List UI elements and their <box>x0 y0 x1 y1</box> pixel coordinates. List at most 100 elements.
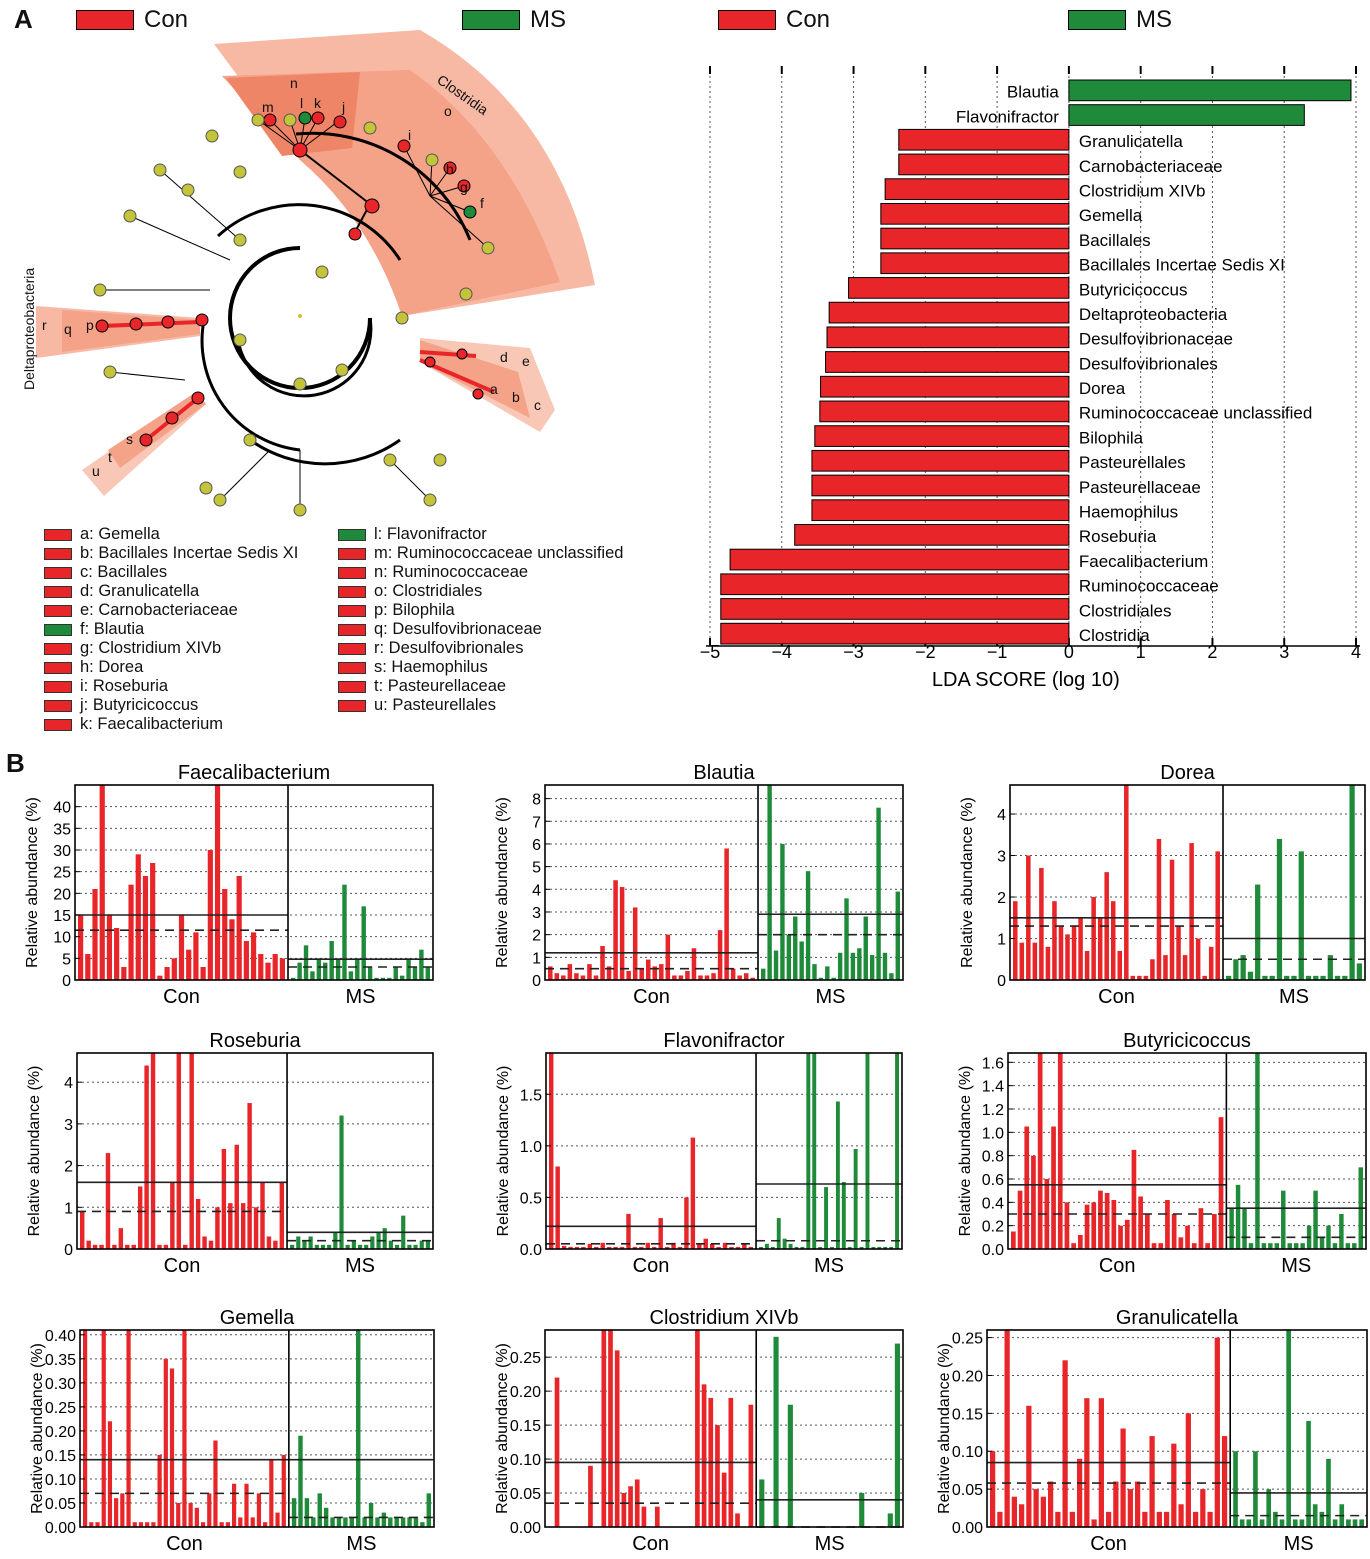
node-letter-e: e <box>522 353 530 369</box>
node-letter-a: a <box>490 381 498 397</box>
ms-bar <box>863 916 868 980</box>
lda-bar <box>794 524 1070 546</box>
y-tick-label: 1.6 <box>982 1055 1004 1072</box>
ms-bar <box>799 941 804 980</box>
ms-bar <box>380 977 386 980</box>
lda-bar <box>848 277 1070 299</box>
con-bar <box>1151 1243 1157 1249</box>
lda-bar-label: Faecalibacterium <box>1079 552 1208 571</box>
y-axis-label: Relative abundance (%) <box>29 1343 46 1514</box>
y-axis-label: Relative abundance (%) <box>936 1343 953 1514</box>
abundance-chart-flavonifractor: 0.0 0.5 1.0 1.5 Flavonifractor Con MS Relative … <box>495 1030 903 1277</box>
con-bar <box>1124 785 1129 980</box>
con-bar <box>78 915 84 980</box>
con-bar <box>263 1522 268 1527</box>
lda-bar <box>811 474 1070 497</box>
y-tick-label: 3 <box>997 849 1006 866</box>
con-bar <box>1017 1190 1023 1249</box>
y-tick-label: 4 <box>997 807 1006 824</box>
y-axis-label: Relative abundance (%) <box>24 797 41 968</box>
group-label-ms: MS <box>346 1533 376 1555</box>
lda-bar <box>898 153 1070 176</box>
con-bar <box>588 1465 593 1527</box>
ms-bar <box>1305 975 1312 980</box>
y-tick-label: 0.00 <box>510 1520 541 1537</box>
lda-bar-label: Pasteurellaceae <box>1079 478 1201 497</box>
con-bar <box>132 1522 137 1527</box>
y-tick-label: 3 <box>64 1117 73 1134</box>
ms-bar <box>348 971 354 980</box>
con-bar <box>118 1228 124 1249</box>
con-bar <box>247 1103 252 1249</box>
y-tick-label: 0.4 <box>982 1195 1004 1212</box>
ms-bar <box>786 934 792 980</box>
con-bar <box>1215 851 1220 980</box>
con-bar <box>729 1246 734 1249</box>
abundance-chart-blautia: 0 1 2 3 4 5 6 7 8 Blautia Con MS Relative abundance … <box>494 762 904 1008</box>
ms-bar <box>1247 971 1254 980</box>
cladogram-key-item: m: Ruminococcaceae unclassified <box>338 544 623 563</box>
y-tick-label: 0.20 <box>510 1384 541 1401</box>
y-tick-label: 0.10 <box>510 1452 541 1469</box>
lda-bar <box>825 351 1070 373</box>
cladogram-key-swatch <box>44 661 72 674</box>
plot-frame <box>1007 1052 1367 1250</box>
con-bar <box>279 958 286 980</box>
cladogram-key-label: s: Haemophilus <box>374 658 488 676</box>
plot-frame <box>545 1052 903 1250</box>
plot-frame <box>76 1052 434 1250</box>
y-tick-label: 20 <box>53 886 71 903</box>
cladogram-key-item: c: Bacillales <box>44 563 167 582</box>
lda-bar-label: Haemophilus <box>1079 503 1178 522</box>
ms-bar <box>865 1053 870 1249</box>
con-bar <box>990 1451 996 1527</box>
con-bar <box>105 1153 111 1249</box>
y-tick-label: 0.2 <box>982 1219 1004 1236</box>
ms-bar <box>841 1181 846 1249</box>
ms-bar <box>297 962 302 980</box>
con-bar <box>1205 1243 1210 1249</box>
ms-bar <box>425 967 430 980</box>
cladogram-key-swatch <box>44 566 72 579</box>
y-tick-label: 25 <box>53 865 71 882</box>
ms-bar <box>1346 1519 1351 1527</box>
ms-bar <box>1255 1053 1260 1249</box>
con-bar <box>685 970 690 980</box>
con-bar <box>183 1244 188 1249</box>
lda-bar <box>820 375 1070 398</box>
ms-bar <box>345 1244 350 1249</box>
ms-bar <box>1255 884 1261 980</box>
con-bar <box>1192 1511 1199 1527</box>
cladogram-key-label: p: Bilophila <box>374 601 455 619</box>
con-bar <box>697 1243 702 1249</box>
lda-bar <box>814 425 1070 447</box>
con-bar <box>114 1498 119 1527</box>
con-bar <box>549 1053 554 1249</box>
ms-bar <box>770 1246 775 1249</box>
con-bar <box>1065 934 1070 980</box>
ms-bar <box>1233 959 1239 980</box>
ms-bar <box>388 1517 393 1527</box>
ms-bar <box>1320 975 1326 980</box>
ms-bar <box>806 1053 811 1249</box>
y-tick-label: 1.2 <box>982 1102 1004 1119</box>
con-bar <box>272 954 278 980</box>
con-bar <box>580 975 586 980</box>
con-bar <box>92 889 98 980</box>
ms-bar <box>776 1218 781 1249</box>
ms-bar <box>1291 975 1297 980</box>
ms-bar <box>400 1517 406 1527</box>
y-tick-label: 0.10 <box>45 1472 76 1489</box>
ms-bar <box>871 1246 876 1249</box>
ms-bar <box>847 1246 852 1249</box>
con-bar <box>266 1236 272 1249</box>
con-bar <box>250 1517 255 1527</box>
cladogram-key-label: e: Carnobacteriaceae <box>80 601 238 619</box>
con-bar <box>704 975 710 980</box>
ms-bar <box>1345 1243 1351 1249</box>
ms-bar <box>1284 975 1290 980</box>
lda-bar <box>1068 79 1352 102</box>
con-bar <box>207 1493 212 1527</box>
con-bar <box>1091 1202 1097 1249</box>
con-bar <box>665 934 671 980</box>
